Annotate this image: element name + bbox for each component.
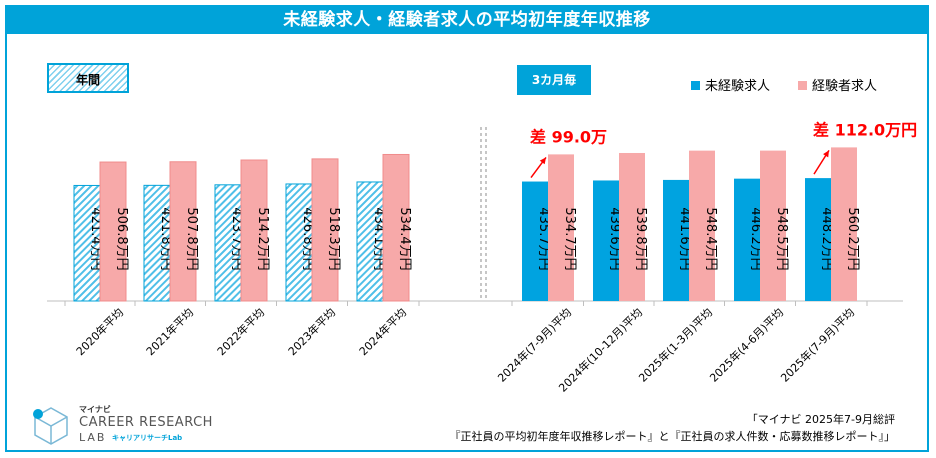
category-label: 2020年平均 (73, 305, 126, 358)
bar-unexperienced (593, 180, 619, 301)
category-label: 2023年平均 (285, 305, 338, 358)
legend-experienced: 経験者求人 (798, 79, 877, 95)
data-label: 439.6万円 (607, 207, 622, 270)
legend-label-unexperienced: 未経験求人 (705, 79, 771, 94)
annual-tag: 年間 (47, 63, 129, 93)
bar-experienced (548, 154, 574, 301)
difference-label: 差 112.0万円 (813, 120, 917, 139)
category-label: 2024年平均 (356, 305, 409, 358)
difference-arrowhead (539, 157, 546, 165)
data-label: 446.2万円 (748, 207, 763, 270)
logo-text-lab: LAB (79, 431, 107, 444)
bar-experienced (99, 161, 127, 302)
logo-brand: マイナビ (79, 405, 111, 414)
category-label: 2025年(1-3月)平均 (636, 305, 716, 385)
data-label: 560.2万円 (845, 207, 860, 270)
bar-experienced (831, 147, 857, 301)
data-label: 507.8万円 (184, 207, 199, 270)
category-label: 2025年(7-9月)平均 (778, 305, 858, 385)
data-label: 423.7万円 (229, 207, 244, 270)
category-label: 2024年(7-9月)平均 (495, 305, 575, 385)
data-label: 518.3万円 (326, 207, 341, 270)
data-label: 539.8万円 (633, 207, 648, 270)
bar-experienced (619, 152, 645, 301)
data-label: 426.8万円 (300, 207, 315, 270)
bar-unexperienced (73, 184, 101, 302)
legend-unexperienced: 未経験求人 (691, 79, 770, 95)
quarterly-tag: 3カ月毎 (517, 65, 591, 95)
bar-experienced (240, 159, 268, 302)
difference-arrowhead (823, 150, 829, 158)
data-label: 448.2万円 (819, 207, 834, 270)
legend-label-experienced: 経験者求人 (812, 79, 878, 94)
legend-swatch-experienced (798, 81, 807, 90)
data-label: 441.6万円 (677, 207, 692, 270)
bar-experienced (760, 150, 786, 301)
bar-chart: 421.4万円 506.8万円 2020年平均 421.8万円 507.8万円 2021年… (47, 120, 917, 395)
chart-title: 未経験求人・経験者求人の平均初年度年収推移 (7, 7, 927, 34)
bar-unexperienced (734, 178, 760, 301)
data-label: 421.4万円 (88, 207, 103, 270)
bar-experienced (311, 158, 339, 302)
source-line-1: 「マイナビ 2025年7-9月総評 (746, 413, 895, 426)
data-label: 514.2万円 (255, 207, 270, 270)
source-note: 「マイナビ 2025年7-9月総評 『正社員の平均初年度年収推移レポート』と『正… (450, 411, 896, 445)
logo-text-career-research: CAREER RESEARCH (79, 415, 213, 430)
category-label: 2021年平均 (143, 305, 196, 358)
bar-unexperienced (214, 184, 242, 302)
data-label: 548.4万円 (703, 207, 718, 270)
data-label: 435.7万円 (536, 207, 551, 270)
bar-unexperienced (143, 184, 171, 302)
data-label: 506.8万円 (114, 207, 129, 270)
bar-unexperienced (805, 178, 831, 301)
career-research-lab-logo: マイナビ CAREER RESEARCH LAB キャリアリサーチLab (29, 402, 229, 452)
data-label: 434.1万円 (371, 207, 386, 270)
chart-frame: 未経験求人・経験者求人の平均初年度年収推移 421.4万円 506.8万円 2020… (5, 5, 929, 452)
logo-subtext: キャリアリサーチLab (112, 434, 183, 442)
cube-logo-icon (33, 407, 68, 445)
category-label: 2022年平均 (214, 305, 267, 358)
data-label: 421.8万円 (158, 207, 173, 270)
category-label: 2025年(4-6月)平均 (707, 305, 787, 385)
bar-unexperienced (285, 183, 313, 302)
data-label: 534.7万円 (562, 207, 577, 270)
source-line-2: 『正社員の平均初年度年収推移レポート』と『正社員の求人件数・応募数推移レポート』… (449, 430, 896, 443)
difference-label: 差 99.0万 (530, 127, 607, 146)
bar-unexperienced (663, 179, 689, 301)
bar-unexperienced (522, 181, 548, 301)
data-label: 548.5万円 (774, 207, 789, 270)
legend-swatch-unexperienced (691, 81, 700, 90)
bar-unexperienced (356, 181, 384, 302)
bar-experienced (169, 161, 197, 302)
bar-experienced (689, 150, 715, 301)
bar-experienced (382, 153, 410, 302)
data-label: 534.4万円 (397, 207, 412, 270)
